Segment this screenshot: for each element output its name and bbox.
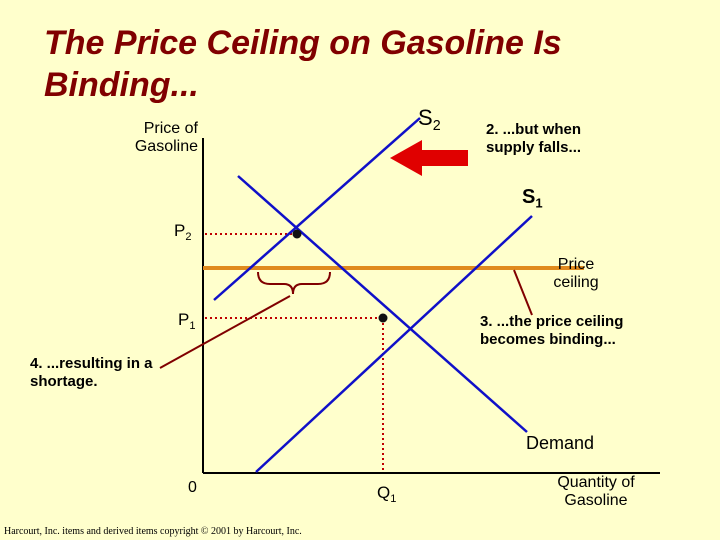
shortage-brace: [257, 271, 331, 295]
s1-label: S1: [522, 186, 543, 211]
y-axis-label: Price of Gasoline: [134, 120, 198, 155]
copyright-footer: Harcourt, Inc. items and derived items c…: [4, 526, 302, 537]
supply-shift-arrow: [390, 140, 468, 176]
binding-pointer: [513, 269, 533, 316]
p2-label: P2: [174, 221, 192, 243]
s2-label: S2: [418, 105, 441, 134]
equilibrium-point-2: [292, 229, 302, 239]
p1-label: P1: [178, 310, 196, 332]
demand-curve: [237, 175, 528, 433]
price-ceiling-label: Price ceiling: [553, 256, 599, 291]
origin-label: 0: [188, 479, 197, 496]
x-axis-label: Quantity of Gasoline: [557, 474, 635, 509]
annotation-ceiling-binding: 3. ...the price ceiling becomes binding.…: [480, 313, 624, 348]
page-title: The Price Ceiling on Gasoline Is Binding…: [44, 24, 562, 104]
annotation-shortage: 4. ...resulting in a shortage.: [30, 355, 153, 390]
annotation-supply-falls: 2. ...but when supply falls...: [486, 121, 582, 156]
supply-curve-s1: [255, 215, 533, 473]
demand-label: Demand: [526, 433, 595, 453]
q1-label: Q1: [377, 483, 397, 505]
equilibrium-point-1: [378, 313, 388, 323]
shortage-pointer: [159, 295, 291, 369]
supply-curve-s2: [213, 117, 421, 301]
